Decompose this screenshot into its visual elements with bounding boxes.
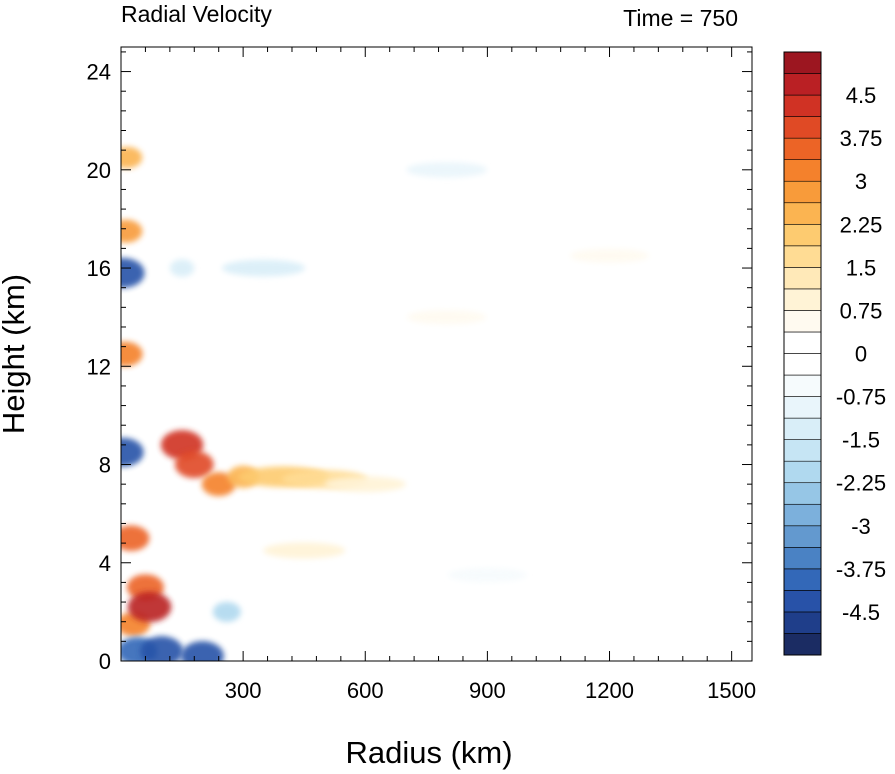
colorbar-tick-label: 0	[855, 342, 867, 367]
colorbar-swatch	[783, 245, 822, 268]
y-tick-label: 4	[99, 551, 111, 576]
colorbar-swatch	[783, 223, 822, 247]
x-tick-label: 900	[469, 678, 506, 703]
colorbar-tick-label: -2.25	[836, 471, 886, 496]
colorbar-swatch	[783, 288, 822, 311]
colorbar-swatch	[783, 73, 822, 96]
y-tick-label: 20	[87, 158, 111, 183]
velocity-feature	[169, 259, 195, 277]
colorbar-swatch	[783, 417, 822, 440]
y-axis-label: Height (km)	[0, 274, 31, 434]
colorbar-swatch	[783, 51, 822, 74]
plot-frame	[120, 46, 753, 662]
velocity-feature	[324, 476, 406, 492]
colorbar-swatch	[783, 439, 822, 462]
x-tick-label: 1500	[707, 678, 756, 703]
velocity-feature	[406, 162, 488, 178]
colorbar-tick-label: -4.5	[842, 600, 880, 625]
colorbar-tick-label: 4.5	[846, 83, 877, 108]
plot-area	[121, 47, 752, 661]
colorbar-tick-label: 3.75	[840, 126, 883, 151]
y-tick-label: 12	[87, 354, 111, 379]
colorbar-swatch	[783, 482, 822, 505]
velocity-feature	[121, 341, 143, 367]
colorbar-swatch	[783, 94, 822, 117]
y-tick-label: 24	[87, 60, 111, 85]
colorbar-swatch	[783, 331, 822, 354]
chart-title: Radial Velocity	[121, 1, 272, 27]
velocity-feature	[221, 259, 306, 277]
velocity-feature	[180, 641, 224, 661]
colorbar-swatch	[783, 353, 822, 376]
colorbar-tick-label: -3	[851, 514, 871, 539]
velocity-feature	[212, 601, 241, 622]
colorbar-tick-label: 0.75	[840, 298, 883, 323]
colorbar-tick-label: 3	[855, 169, 867, 194]
colorbar-tick-label: -0.75	[836, 385, 886, 410]
colorbar-swatch	[783, 503, 822, 527]
colorbar-swatch	[783, 116, 822, 139]
colorbar-swatch	[783, 267, 822, 290]
colorbar-swatch	[783, 310, 822, 333]
x-tick-label: 1200	[585, 678, 634, 703]
colorbar-frame	[783, 51, 822, 656]
colorbar-swatch	[783, 633, 822, 656]
velocity-feature	[121, 525, 150, 551]
colorbar-swatch	[783, 396, 822, 419]
colorbar-tick-label: -3.75	[836, 557, 886, 582]
colorbar-swatch	[783, 180, 822, 204]
colorbar-swatch	[783, 547, 822, 570]
velocity-feature	[174, 450, 214, 479]
colorbar-swatch	[783, 590, 822, 613]
velocity-feature	[406, 309, 487, 325]
colorbar-tick-label: 2.25	[840, 212, 883, 237]
velocity-feature	[263, 542, 346, 559]
x-tick-label: 600	[347, 678, 384, 703]
colorbar-swatch	[783, 202, 822, 225]
colorbar-swatch	[783, 460, 822, 484]
colorbar-swatch	[783, 611, 822, 634]
colorbar: 4.5 3.75 3 2.25 1.5 0.75 0 -0.75 -1.5 -2.25 -3 -3.7…	[783, 51, 886, 656]
velocity-feature	[140, 636, 184, 661]
y-tick-label: 8	[99, 453, 111, 478]
y-tick-label: 0	[99, 649, 111, 674]
colorbar-swatch	[783, 525, 822, 548]
colorbar-swatch	[783, 159, 822, 182]
velocity-feature	[447, 567, 528, 583]
velocity-feature	[121, 146, 143, 169]
y-tick-label: 16	[87, 256, 111, 281]
velocity-feature	[570, 248, 650, 263]
colorbar-tick-label: -1.5	[842, 428, 880, 453]
axis-ticks: 300 600 900 1200 1500 0 4 8 12 16 20 24	[87, 47, 756, 703]
x-axis-label: Radius (km)	[345, 735, 512, 770]
velocity-feature	[127, 591, 172, 623]
velocity-feature	[121, 219, 143, 243]
colorbar-swatch	[783, 568, 822, 591]
velocity-field	[121, 146, 650, 661]
x-tick-label: 300	[225, 678, 262, 703]
colorbar-swatch	[783, 137, 822, 160]
velocity-feature	[201, 472, 236, 497]
chart-subtitle: Time = 750	[623, 5, 738, 31]
velocity-feature	[121, 257, 145, 288]
colorbar-tick-label: 1.5	[846, 255, 877, 280]
velocity-feature	[121, 437, 144, 467]
colorbar-swatch	[783, 374, 822, 397]
